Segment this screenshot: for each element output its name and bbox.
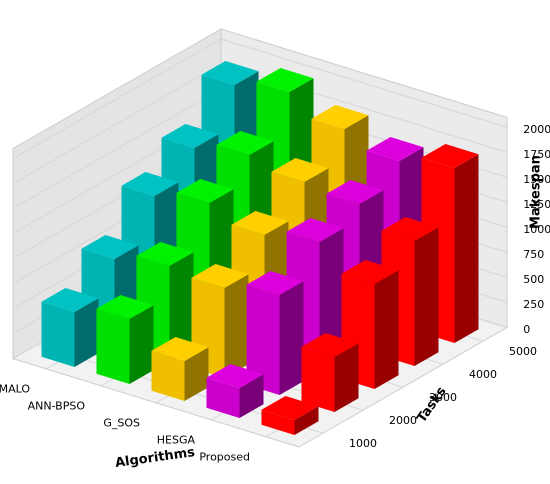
z-tick-label: 2000 [523, 123, 550, 136]
y-tick-label: 1000 [349, 437, 377, 450]
z-tick-label: 0 [523, 323, 530, 336]
bar-side [184, 347, 209, 401]
bar-side [334, 343, 359, 412]
bar-top [271, 158, 329, 182]
bar [151, 337, 209, 401]
bar-side [129, 305, 154, 384]
bar-top [341, 260, 399, 284]
y-tick-label: 5000 [509, 345, 537, 358]
bar-side [279, 281, 304, 395]
bar-side [239, 374, 264, 418]
bar-top [326, 180, 384, 204]
bar-top [421, 144, 479, 168]
z-tick-label: 500 [523, 273, 544, 286]
bar-side [74, 298, 99, 367]
bar-top [366, 137, 424, 161]
bar-top [256, 68, 314, 92]
bar-top [161, 124, 219, 148]
bar-top [246, 271, 304, 295]
bar-top [381, 217, 439, 241]
bar-top [121, 172, 179, 196]
bar-side [294, 406, 319, 435]
z-tick-label: 1750 [523, 148, 550, 161]
x-tick-label: G_SOS [103, 417, 140, 430]
z-tick-label: 1250 [523, 198, 550, 211]
bar-side [169, 252, 194, 361]
x-tick-label: HESGA [157, 434, 196, 447]
bar-top [151, 337, 209, 361]
bar-front [206, 377, 240, 418]
bar-top [201, 61, 259, 85]
bar-side [414, 227, 439, 366]
bar-top [301, 333, 359, 357]
z-tick-label: 250 [523, 298, 544, 311]
bar-front [41, 301, 75, 367]
bar-top [231, 211, 289, 235]
bar-front [96, 308, 130, 384]
bar [246, 271, 304, 395]
bar-front [246, 284, 280, 395]
x-tick-label: MALO [0, 383, 30, 396]
y-tick-label: 2000 [389, 414, 417, 427]
z-axis-title: Makespan [529, 155, 544, 229]
y-axis-title: Tasks [414, 384, 449, 426]
bar-top [136, 242, 194, 266]
x-axis-title: Algorithms [114, 445, 196, 471]
z-tick-label: 1500 [523, 173, 550, 186]
bar [261, 396, 319, 435]
bar-front [261, 409, 295, 435]
bar-side [454, 154, 479, 343]
grid-line [12, 38, 508, 160]
y-tick-label: 4000 [469, 368, 497, 381]
bar-top [311, 105, 369, 129]
z-tick-label: 1000 [523, 223, 550, 236]
bar-top [41, 288, 99, 312]
x-tick-label: ANN-BPSO [28, 400, 86, 413]
bar-top [81, 235, 139, 259]
bar-top [96, 295, 154, 319]
bar-top [216, 131, 274, 155]
z-tick-label: 750 [523, 248, 544, 261]
bar [206, 364, 264, 418]
bar-front [301, 346, 335, 412]
bars [41, 61, 479, 435]
bar-top [206, 364, 264, 388]
bar-top [176, 179, 234, 203]
x-tick-label: Proposed [199, 451, 250, 464]
bar-front [151, 350, 185, 401]
y-tick-label: 3000 [429, 391, 457, 404]
bar-top [261, 396, 319, 420]
bar [41, 288, 99, 367]
bar-top [286, 218, 344, 242]
bar [301, 333, 359, 412]
bar [96, 295, 154, 384]
bar-side [374, 270, 399, 389]
bar-top [191, 264, 249, 288]
bar-side [224, 274, 249, 378]
